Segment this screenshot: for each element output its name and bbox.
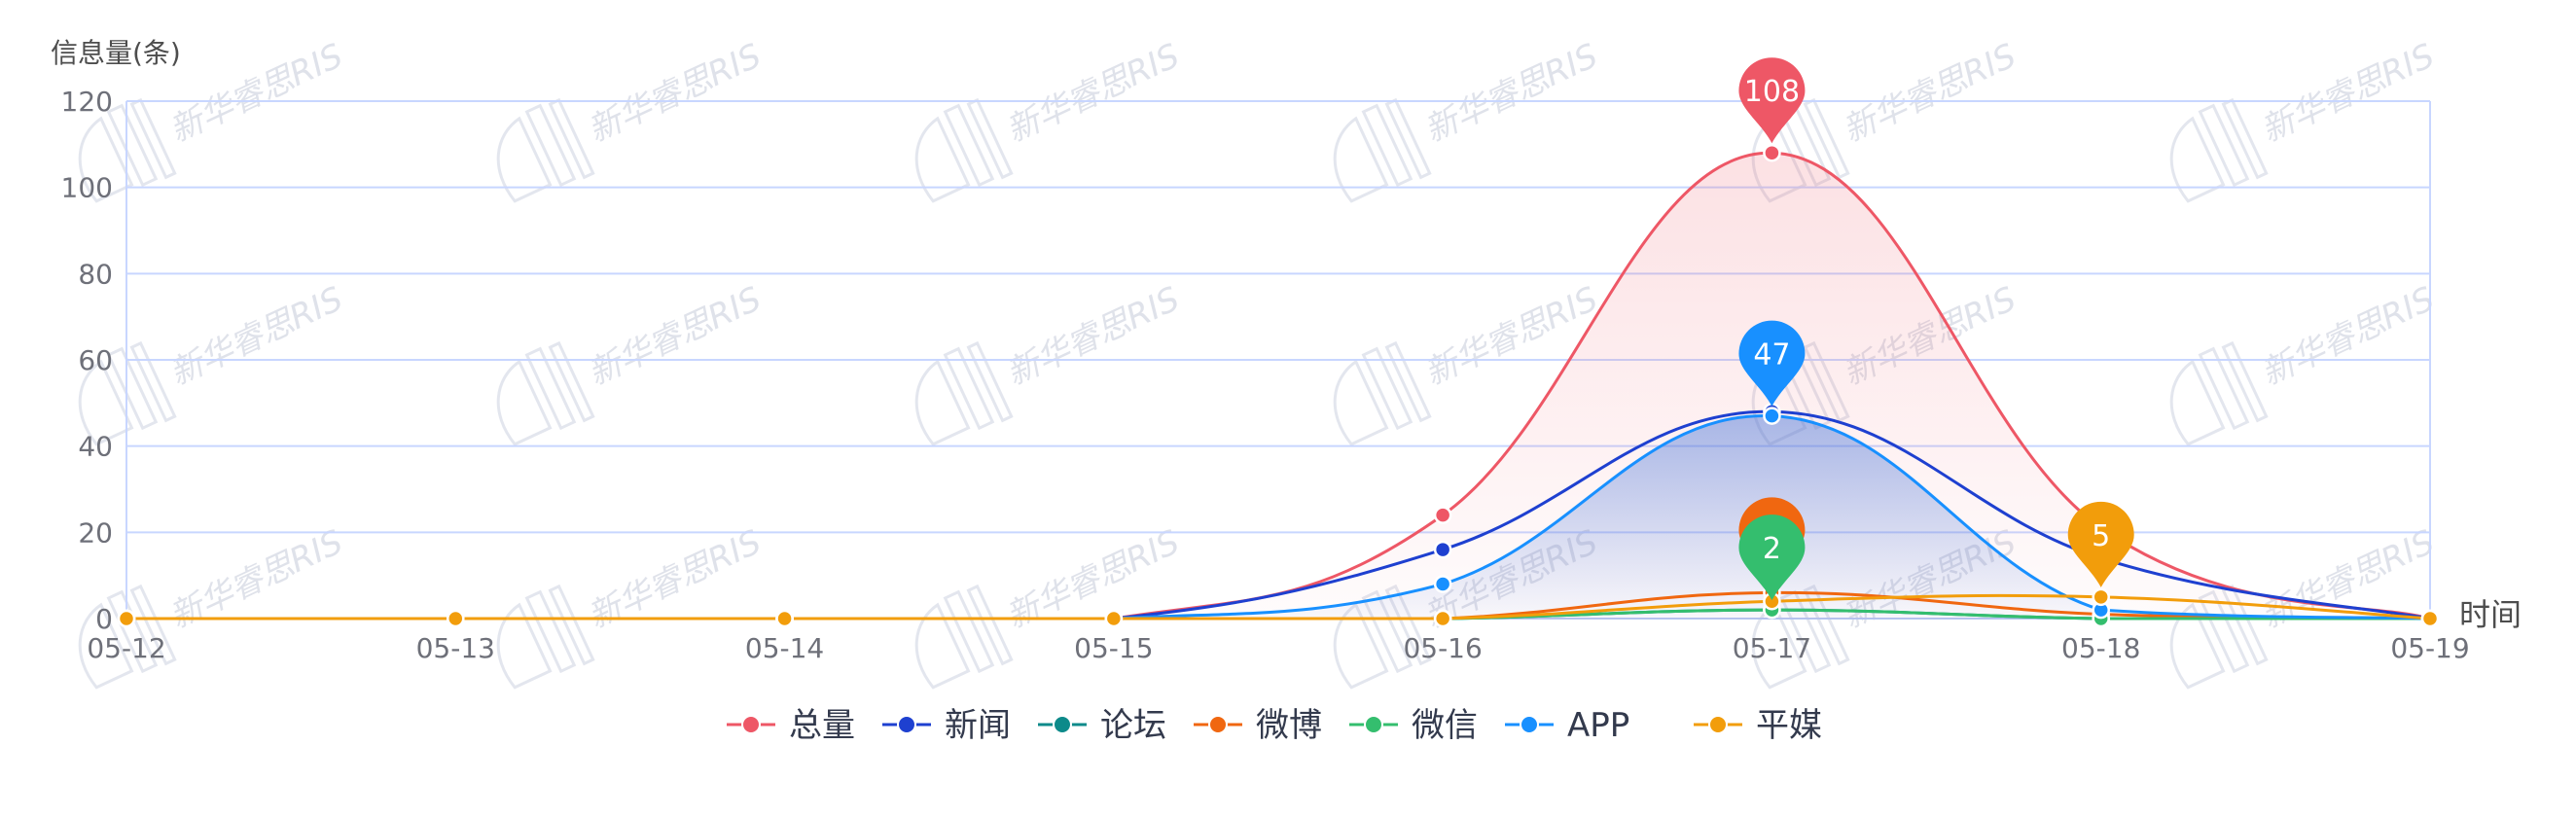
legend-swatch-dot <box>1053 715 1072 734</box>
point-layer <box>117 143 2440 628</box>
x-tick-label: 05-12 <box>87 632 165 664</box>
watermark-text: 新华睿思RIS <box>163 36 348 150</box>
watermark-mark: 新华睿思RIS <box>496 279 768 446</box>
pin-layer: 108 2 47 5 <box>1738 57 2134 601</box>
watermark-mark: 新华睿思RIS <box>496 36 768 203</box>
x-tick-label: 05-17 <box>1733 632 1811 664</box>
max-marker-pin <box>1738 514 1806 601</box>
watermark-text: 新华睿思RIS <box>582 279 767 393</box>
axis-layer: 信息量(条) 时间 0 20 40 60 80 100 120 05-12 05-13 05-14… <box>51 37 2522 664</box>
legend-swatch-dot <box>741 715 761 734</box>
legend: 总量 新闻 论坛 微博 微信 APP 平媒 <box>727 706 1822 745</box>
y-tick-label: 40 <box>78 431 113 463</box>
y-axis-title: 信息量(条) <box>51 37 181 69</box>
data-point <box>1433 609 1452 628</box>
legend-swatch-dot <box>897 715 916 734</box>
max-marker-label: 5 <box>2092 519 2110 553</box>
area-layer <box>126 153 2430 619</box>
data-point <box>1763 143 1781 162</box>
legend-label: 微博 <box>1256 706 1322 745</box>
max-marker-pin <box>1738 57 1806 144</box>
watermark-logo <box>496 340 595 446</box>
watermark-text: 新华睿思RIS <box>1418 36 1603 150</box>
legend-swatch-dot <box>1364 715 1383 734</box>
watermark-logo <box>914 584 1014 690</box>
max-marker-label: 2 <box>1763 532 1781 566</box>
series-line <box>126 593 2431 621</box>
watermark-logo <box>2169 97 2269 203</box>
watermark-logo <box>1333 340 1432 446</box>
watermark-text: 新华睿思RIS <box>163 279 348 393</box>
watermark-mark: 新华睿思RIS <box>2169 36 2441 203</box>
y-tick-label: 100 <box>61 172 113 204</box>
watermark-logo <box>78 584 177 690</box>
watermark-logo <box>2169 340 2269 446</box>
x-tick-label: 05-13 <box>416 632 495 664</box>
watermark-mark: 新华睿思RIS <box>914 36 1186 203</box>
y-tick-label: 80 <box>78 258 113 290</box>
legend-item: 微博 <box>1194 706 1322 745</box>
watermark-logo <box>496 584 595 690</box>
x-tick-label: 05-15 <box>1074 632 1153 664</box>
watermark-text: 新华睿思RIS <box>1000 279 1185 393</box>
watermark-logo <box>1333 97 1432 203</box>
data-point <box>775 609 794 628</box>
legend-item: 新闻 <box>882 706 1011 745</box>
legend-swatch-dot <box>1708 715 1728 734</box>
legend-item: 论坛 <box>1038 706 1166 745</box>
watermark-mark: 新华睿思RIS <box>1333 36 1604 203</box>
watermark-logo <box>914 97 1014 203</box>
legend-label: 新闻 <box>945 706 1011 745</box>
watermark-logo <box>496 97 595 203</box>
legend-label: 总量 <box>789 706 855 745</box>
legend-item: 平媒 <box>1694 706 1822 745</box>
legend-item: 总量 <box>727 706 855 745</box>
data-point <box>2092 587 2110 607</box>
data-point <box>1433 506 1452 524</box>
watermark-logo <box>914 340 1014 446</box>
x-tick-label: 05-16 <box>1403 632 1482 664</box>
watermark-text: 新华睿思RIS <box>2255 279 2440 393</box>
data-point <box>2420 609 2440 628</box>
legend-swatch-dot <box>1208 715 1228 734</box>
line-layer <box>126 151 2431 621</box>
watermark-mark: 新华睿思RIS <box>2169 279 2441 446</box>
watermark-mark: 新华睿思RIS <box>914 279 1186 446</box>
y-tick-label: 120 <box>61 86 113 118</box>
x-tick-label: 05-18 <box>2061 632 2140 664</box>
y-tick-label: 60 <box>78 344 113 376</box>
watermark-text: 新华睿思RIS <box>582 36 767 150</box>
legend-label: 微信 <box>1412 706 1478 745</box>
watermark-mark: 新华睿思RIS <box>496 522 768 690</box>
data-point <box>117 609 136 628</box>
watermark-text: 新华睿思RIS <box>2255 36 2440 150</box>
watermark-mark: 新华睿思RIS <box>914 522 1186 690</box>
data-point <box>447 609 465 628</box>
series-area <box>126 415 2430 619</box>
max-marker-pin <box>1738 320 1806 407</box>
data-point <box>1763 407 1781 425</box>
data-point <box>1433 575 1452 593</box>
max-marker-label: 108 <box>1744 75 1800 109</box>
x-axis-title: 时间 <box>2459 596 2522 633</box>
watermark-text: 新华睿思RIS <box>1000 36 1185 150</box>
x-tick-label: 05-14 <box>745 632 824 664</box>
legend-label: APP <box>1567 706 1629 745</box>
max-marker-pin <box>2067 501 2134 587</box>
legend-label: 论坛 <box>1100 706 1166 745</box>
y-tick-label: 20 <box>78 516 113 549</box>
legend-item: 微信 <box>1349 706 1478 745</box>
watermark-text: 新华睿思RIS <box>1837 36 2021 150</box>
y-tick-label: 0 <box>95 603 113 635</box>
watermark-logo <box>78 340 177 446</box>
max-marker-label: 47 <box>1753 338 1790 373</box>
data-point <box>1433 540 1452 559</box>
legend-swatch-dot <box>1520 715 1539 734</box>
legend-item: APP <box>1505 706 1629 745</box>
legend-label: 平媒 <box>1756 706 1822 745</box>
data-point <box>1104 609 1124 628</box>
x-tick-label: 05-19 <box>2390 632 2469 664</box>
